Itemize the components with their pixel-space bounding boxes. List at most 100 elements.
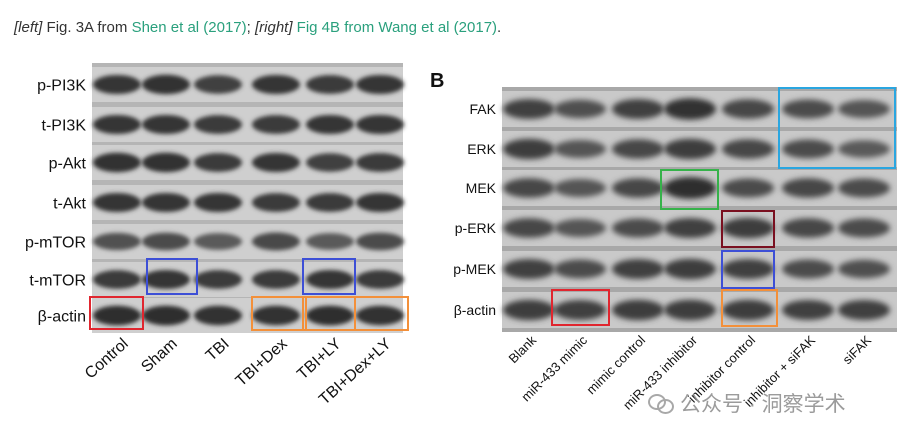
left-band-3-5	[356, 192, 404, 213]
left-band-6-2	[194, 305, 242, 326]
right-band-1-0	[503, 138, 555, 160]
right-band-4-5	[782, 259, 834, 279]
right-row-label: ERK	[467, 141, 496, 157]
left-band-6-4	[306, 305, 354, 326]
left-band-0-0	[93, 74, 141, 95]
highlight-box-11	[778, 87, 896, 169]
right-band-4-1	[554, 259, 606, 279]
left-band-2-1	[142, 152, 190, 173]
left-band-6-1	[142, 305, 190, 326]
left-band-0-5	[356, 74, 404, 95]
right-band-5-0	[503, 299, 555, 321]
left-band-2-0	[93, 152, 141, 173]
highlight-box-1	[146, 258, 198, 295]
right-band-4-6	[838, 259, 890, 279]
right-row-label: p-MEK	[453, 261, 496, 277]
right-band-2-3	[664, 177, 716, 199]
left-row-label: t-Akt	[53, 196, 86, 213]
right-tag: [right]	[254, 19, 293, 36]
left-band-6-0	[93, 305, 141, 326]
right-blot-panel: FAKERKMEKp-ERKp-MEKβ-actinBBlankmiR-433 …	[430, 70, 897, 413]
left-band-5-2	[194, 270, 242, 289]
left-band-4-2	[194, 233, 242, 250]
right-row-label: FAK	[470, 101, 497, 117]
left-lane-label: Control	[82, 335, 132, 382]
right-band-2-0	[503, 178, 555, 198]
left-row-label: p-PI3K	[37, 78, 86, 95]
figure-caption: [left] Fig. 3A from Shen et al (2017); […	[14, 19, 501, 36]
right-band-5-5	[782, 300, 834, 320]
wechat-icon	[648, 392, 674, 414]
right-band-0-4	[722, 99, 774, 119]
right-band-4-0	[503, 259, 555, 279]
right-band-3-2	[612, 218, 664, 238]
left-band-5-5	[356, 270, 404, 289]
right-band-3-3	[664, 218, 716, 238]
right-band-0-0	[503, 99, 555, 119]
left-band-3-1	[142, 192, 190, 213]
right-band-1-4	[722, 139, 774, 159]
left-band-0-2	[194, 75, 242, 94]
left-band-2-3	[252, 152, 300, 173]
caption-text-2: ;	[246, 19, 255, 36]
right-band-3-4	[722, 217, 774, 239]
left-band-2-5	[356, 153, 404, 172]
left-band-3-3	[252, 193, 300, 212]
caption-end: .	[497, 19, 502, 36]
left-band-3-4	[306, 193, 354, 212]
left-lane-label: TBI+Dex	[233, 335, 291, 390]
highlight-box-10	[721, 289, 778, 327]
right-band-2-2	[612, 178, 664, 198]
left-tag: [left]	[14, 19, 43, 36]
left-band-0-1	[142, 74, 190, 95]
right-band-2-5	[782, 178, 834, 198]
right-lane-label: Blank	[506, 332, 540, 366]
highlight-box-3	[251, 296, 307, 331]
left-band-4-5	[356, 232, 404, 251]
shen-link[interactable]: Shen et al (2017)	[131, 19, 247, 36]
right-band-5-6	[838, 300, 890, 320]
left-band-3-2	[194, 192, 242, 213]
right-row-label: MEK	[466, 180, 497, 196]
right-band-0-3	[664, 98, 716, 120]
left-band-5-1	[142, 269, 190, 290]
right-band-4-3	[664, 258, 716, 280]
left-lane-label: TBI	[203, 335, 233, 364]
right-band-3-6	[838, 218, 890, 238]
left-band-1-1	[142, 114, 190, 135]
right-band-2-4	[722, 178, 774, 198]
left-lane-label: Sham	[138, 335, 180, 376]
wang-link[interactable]: Fig 4B from Wang et al (2017)	[296, 19, 498, 36]
watermark-text: 公众号 · 洞察学术	[680, 393, 846, 416]
right-band-1-2	[612, 139, 664, 159]
left-band-2-2	[194, 153, 242, 172]
right-band-4-2	[612, 259, 664, 279]
left-band-4-0	[93, 232, 141, 251]
left-band-4-3	[252, 232, 300, 251]
right-band-5-4	[722, 299, 774, 321]
left-band-5-0	[93, 270, 141, 289]
right-band-2-6	[838, 178, 890, 198]
right-band-5-1	[554, 300, 606, 320]
left-row-label: t-mTOR	[29, 273, 86, 290]
right-band-3-1	[554, 219, 606, 237]
highlight-box-0	[89, 296, 144, 330]
left-band-6-3	[252, 305, 300, 326]
right-band-5-2	[612, 299, 664, 321]
left-row-label: p-mTOR	[25, 235, 86, 252]
right-band-1-6	[838, 140, 890, 158]
right-row-label: p-ERK	[455, 220, 497, 236]
caption-text-1: Fig. 3A from	[42, 19, 132, 36]
left-row-label: p-Akt	[49, 156, 87, 173]
right-band-0-1	[554, 99, 606, 119]
left-band-5-3	[252, 270, 300, 289]
right-band-0-2	[612, 99, 664, 119]
panel-label-b: B	[430, 70, 444, 92]
left-band-3-0	[93, 192, 141, 213]
right-band-2-1	[554, 179, 606, 197]
left-band-1-2	[194, 115, 242, 134]
left-band-2-4	[306, 153, 354, 172]
left-row-label: β-actin	[38, 309, 86, 326]
right-band-1-5	[782, 139, 834, 159]
left-band-1-4	[306, 114, 354, 135]
